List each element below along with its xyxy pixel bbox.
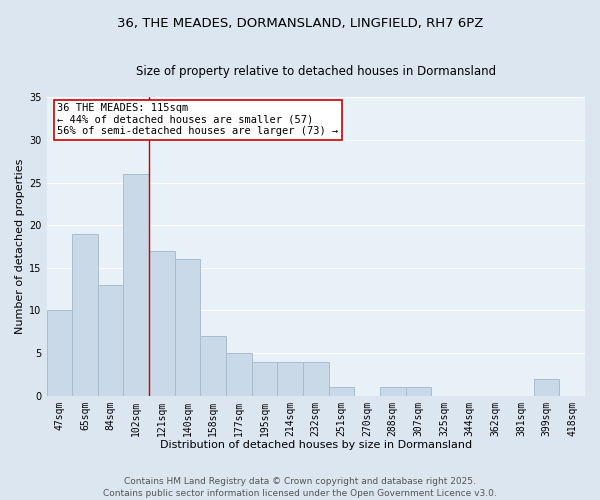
Bar [175,260,200,396]
Bar [124,174,149,396]
Bar [251,362,277,396]
Text: 36, THE MEADES, DORMANSLAND, LINGFIELD, RH7 6PZ: 36, THE MEADES, DORMANSLAND, LINGFIELD, … [117,18,483,30]
Bar [406,387,431,396]
Bar [380,387,406,396]
Bar [47,310,72,396]
Bar [303,362,329,396]
X-axis label: Distribution of detached houses by size in Dormansland: Distribution of detached houses by size … [160,440,472,450]
Bar [277,362,303,396]
Bar [226,353,251,396]
Bar [72,234,98,396]
Y-axis label: Number of detached properties: Number of detached properties [15,159,25,334]
Bar [200,336,226,396]
Text: Contains HM Land Registry data © Crown copyright and database right 2025.
Contai: Contains HM Land Registry data © Crown c… [103,476,497,498]
Text: 36 THE MEADES: 115sqm
← 44% of detached houses are smaller (57)
56% of semi-deta: 36 THE MEADES: 115sqm ← 44% of detached … [57,103,338,136]
Bar [149,250,175,396]
Title: Size of property relative to detached houses in Dormansland: Size of property relative to detached ho… [136,65,496,78]
Bar [534,378,559,396]
Bar [329,387,354,396]
Bar [98,285,124,396]
